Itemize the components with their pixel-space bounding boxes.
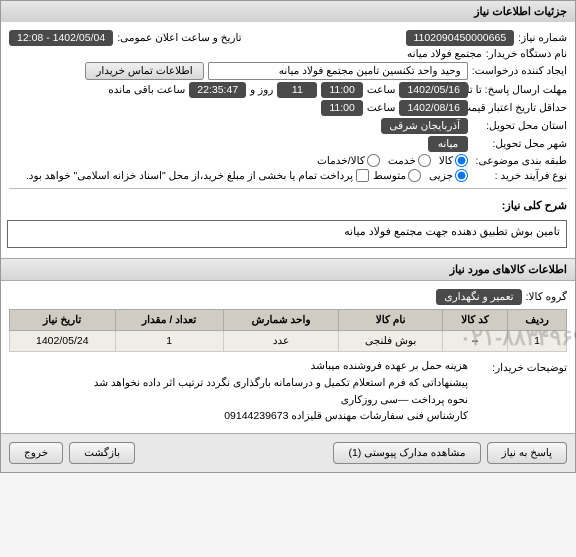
td-unit: عدد xyxy=(223,331,339,352)
category-label: طبقه بندی موضوعی: xyxy=(472,155,567,167)
desc-line-3: نحوه پرداخت —سی روزکاری xyxy=(9,392,468,409)
desc-line-1: هزینه حمل بر عهده فروشنده میباشد xyxy=(9,358,468,375)
row-deadline2: حداقل تاریخ اعتبار قیمت: تا تاریخ: 1402/… xyxy=(9,100,567,116)
radio-both-input[interactable] xyxy=(367,154,380,167)
row-requester: ایجاد کننده درخواست: وحید واحد تکنسین تا… xyxy=(9,62,567,80)
time-left-value: 22:35:47 xyxy=(189,82,246,98)
row-goods-group: گروه کالا: تعمیر و نگهداری xyxy=(9,289,567,305)
category-radio-group: کالا خدمت کالا/خدمات xyxy=(317,154,468,167)
city-label: شهر محل تحویل: xyxy=(472,138,567,150)
province-value: آذربایجان شرقی xyxy=(381,118,468,134)
process-label: نوع فرآیند خرید : xyxy=(472,170,567,182)
time-left-suffix: ساعت باقی مانده xyxy=(108,84,185,96)
row-buyer-desc: توضیحات خریدار: هزینه حمل بر عهده فروشند… xyxy=(9,358,567,425)
contact-info-button[interactable]: اطلاعات تماس خریدار xyxy=(85,62,203,80)
deadline1-time: 11:00 xyxy=(321,82,363,98)
radio-goods-input[interactable] xyxy=(455,154,468,167)
time-label-2: ساعت xyxy=(367,102,396,114)
row-need-number: شماره نیاز: 1102090450000665 تاریخ و ساع… xyxy=(9,30,567,46)
time-left-label: روز و xyxy=(250,84,273,96)
buyer-desc-label: توضیحات خریدار: xyxy=(472,358,567,374)
announce-datetime-label: تاریخ و ساعت اعلان عمومی: xyxy=(117,32,241,44)
radio-both[interactable]: کالا/خدمات xyxy=(317,154,380,167)
back-button[interactable]: بازگشت xyxy=(69,442,135,464)
row-category: طبقه بندی موضوعی: کالا خدمت کالا/خدمات xyxy=(9,154,567,167)
summary-text: تامین بوش تطبیق دهنده جهت مجتمع فولاد می… xyxy=(7,220,567,248)
radio-partial-input[interactable] xyxy=(455,169,468,182)
table-row[interactable]: 1 -- بوش فلنجی ۰۲۱-۸۸۳۴۹۶۹ عدد 1 1402/05… xyxy=(10,331,567,352)
th-unit: واحد شمارش xyxy=(223,310,339,331)
deadline1-date: 1402/05/16 xyxy=(399,82,468,98)
items-table: ردیف کد کالا نام کالا واحد شمارش تعداد /… xyxy=(9,309,567,352)
divider-1 xyxy=(9,188,567,189)
goods-group-label: گروه کالا: xyxy=(526,291,567,303)
requester-value: وحید واحد تکنسین تامین مجتمع فولاد میانه xyxy=(208,62,468,80)
th-date: تاریخ نیاز xyxy=(10,310,116,331)
attachments-button[interactable]: مشاهده مدارک پیوستی (1) xyxy=(333,442,480,464)
buyer-org-value: مجتمع فولاد میانه xyxy=(407,48,482,60)
row-province: استان محل تحویل: آذربایجان شرقی xyxy=(9,118,567,134)
td-name: بوش فلنجی ۰۲۱-۸۸۳۴۹۶۹ xyxy=(339,331,442,352)
td-qty: 1 xyxy=(115,331,223,352)
items-section-title: اطلاعات كالاهای مورد نیاز xyxy=(1,258,575,281)
details-section: شماره نیاز: 1102090450000665 تاریخ و ساع… xyxy=(1,22,575,258)
row-deadline1: مهلت ارسال پاسخ: تا تاریخ: 1402/05/16 سا… xyxy=(9,82,567,98)
row-city: شهر محل تحویل: میانه xyxy=(9,136,567,152)
row-summary-label: شرح کلی نیاز: xyxy=(9,195,567,216)
announce-datetime-value: 1402/05/04 - 12:08 xyxy=(9,30,113,46)
th-qty: تعداد / مقدار xyxy=(115,310,223,331)
main-window: جزئیات اطلاعات نیاز شماره نیاز: 11020904… xyxy=(0,0,576,473)
radio-goods[interactable]: کالا xyxy=(439,154,468,167)
desc-line-4: کارشناس فنی سفارشات مهندس قلیزاده 091442… xyxy=(9,408,468,425)
goods-group-value: تعمیر و نگهداری xyxy=(436,289,521,305)
radio-partial[interactable]: جزیی xyxy=(429,169,468,182)
days-left-value: 11 xyxy=(277,82,317,98)
deadline2-label: حداقل تاریخ اعتبار قیمت: تا تاریخ: xyxy=(472,102,567,114)
treasury-checkbox[interactable]: پرداخت تمام یا بخشی از مبلغ خرید،از محل … xyxy=(26,169,369,182)
td-code: -- xyxy=(442,331,507,352)
deadline2-time: 11:00 xyxy=(321,100,363,116)
treasury-checkbox-input[interactable] xyxy=(356,169,369,182)
table-header-row: ردیف کد کالا نام کالا واحد شمارش تعداد /… xyxy=(10,310,567,331)
province-label: استان محل تحویل: xyxy=(472,120,567,132)
reply-button[interactable]: پاسخ به نیاز xyxy=(487,442,567,464)
radio-service-input[interactable] xyxy=(418,154,431,167)
radio-service[interactable]: خدمت xyxy=(388,154,431,167)
summary-label: شرح کلی نیاز: xyxy=(502,195,567,216)
window-title: جزئیات اطلاعات نیاز xyxy=(1,1,575,22)
desc-line-2: پیشنهاداتی که فرم استعلام تکمیل و درساما… xyxy=(9,375,468,392)
requester-label: ایجاد کننده درخواست: xyxy=(472,65,567,77)
footer-buttons: پاسخ به نیاز مشاهده مدارک پیوستی (1) باز… xyxy=(1,433,575,472)
radio-medium-input[interactable] xyxy=(408,169,421,182)
td-row-num: 1 xyxy=(508,331,567,352)
time-label-1: ساعت xyxy=(367,84,396,96)
need-number-value: 1102090450000665 xyxy=(406,30,515,46)
deadline1-label: مهلت ارسال پاسخ: تا تاریخ: xyxy=(472,84,567,96)
row-process: نوع فرآیند خرید : جزیی متوسط پرداخت تمام… xyxy=(9,169,567,182)
th-code: کد کالا xyxy=(442,310,507,331)
need-number-label: شماره نیاز: xyxy=(518,32,567,44)
process-radio-group: جزیی متوسط xyxy=(373,169,468,182)
deadline2-date: 1402/08/16 xyxy=(399,100,468,116)
buyer-desc-text: هزینه حمل بر عهده فروشنده میباشد پیشنهاد… xyxy=(9,358,468,425)
items-section: گروه کالا: تعمیر و نگهداری ردیف کد کالا … xyxy=(1,281,575,433)
exit-button[interactable]: خروج xyxy=(9,442,63,464)
city-value: میانه xyxy=(428,136,468,152)
row-buyer-org: نام دستگاه خریدار: مجتمع فولاد میانه xyxy=(9,48,567,60)
radio-medium[interactable]: متوسط xyxy=(373,169,421,182)
buyer-org-label: نام دستگاه خریدار: xyxy=(486,48,567,60)
th-name: نام کالا xyxy=(339,310,442,331)
td-date: 1402/05/24 xyxy=(10,331,116,352)
th-row: ردیف xyxy=(508,310,567,331)
